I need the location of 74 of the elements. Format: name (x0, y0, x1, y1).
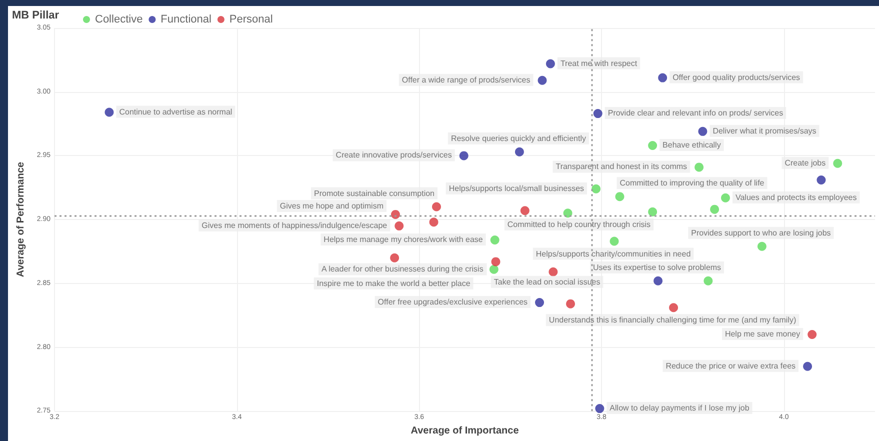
data-label: Uses its expertise to solve problems (593, 262, 722, 272)
point (710, 204, 720, 214)
data-label: Committed to improving the quality of life (620, 178, 765, 188)
data-label: Allow to delay payments if I lose my job (610, 404, 750, 413)
point (757, 242, 766, 251)
data-label: Offer good quality products/services (672, 72, 800, 82)
legend-label: Personal (229, 14, 273, 26)
point (459, 151, 468, 160)
point (429, 218, 438, 227)
data-label: Transparent and honest in its comms (556, 162, 688, 172)
data-label: Helps/supports charity/communities in need (536, 249, 691, 258)
point (566, 299, 576, 308)
data-label: Helps/supports local/small businesses (448, 184, 584, 193)
data-label: Take the lead on social issues (494, 277, 600, 286)
data-label: Create innovative prods/services (336, 150, 452, 160)
data-label: Inspire me to make the world a better place (316, 278, 471, 288)
data-label: Create jobs (784, 158, 826, 168)
data-label: Helps me manage my chores/work with ease (324, 234, 484, 244)
point (432, 202, 441, 212)
point (808, 330, 817, 339)
point (669, 303, 678, 312)
point (538, 76, 547, 85)
point (104, 108, 114, 117)
legend-label: Collective (95, 14, 143, 26)
point (394, 221, 404, 230)
point (548, 267, 558, 276)
point (595, 404, 604, 414)
point (704, 276, 713, 286)
point (648, 207, 658, 216)
data-label: Deliver what it promises/says (712, 126, 816, 136)
data-label: Treat me with respect (560, 58, 638, 68)
point (520, 206, 530, 216)
data-label: Committed to help country through crisis (507, 220, 651, 229)
data-label: Help me save money (724, 329, 800, 338)
point (694, 162, 704, 172)
point (490, 235, 500, 244)
data-label: Provide clear and relevant info on prods/ services (608, 108, 784, 118)
data-label: A leader for other businesses during the crisis (321, 264, 484, 274)
data-label: Understands this is financially challenging time for me (and my family) (548, 316, 796, 325)
point (390, 253, 400, 262)
x-axis-title: Average of Importance (410, 426, 520, 436)
data-label: Offer free upgrades/exclusive experiences (378, 298, 528, 307)
point (592, 184, 601, 194)
point (489, 264, 498, 274)
point (654, 276, 663, 286)
point (546, 59, 555, 68)
point (833, 158, 842, 168)
point (698, 126, 708, 136)
point (535, 298, 544, 308)
legend-title: MB Pillar (12, 10, 60, 22)
point (721, 193, 730, 202)
data-label: Resolve queries quickly and efficiently (450, 134, 586, 143)
point (514, 147, 524, 156)
point (390, 210, 400, 219)
point (610, 236, 619, 246)
data-label: Reduce the price or waive extra fees (666, 361, 796, 370)
point (648, 140, 658, 150)
data-label: Values and protects its employees (735, 192, 857, 202)
data-label: Continue to advertise as normal (119, 107, 232, 116)
point (615, 192, 624, 202)
data-label: Provides support to who are losing jobs (691, 228, 831, 238)
data-label: Gives me moments of happiness/indulgence/escape (202, 220, 388, 230)
data-label: Promote sustainable consumption (314, 188, 435, 198)
y-axis-title: Average of Performance (16, 162, 26, 278)
point (593, 109, 602, 118)
data-label: Offer a wide range of prods/services (402, 75, 530, 84)
point (816, 175, 826, 184)
point (658, 73, 668, 82)
data-label: Gives me hope and optimism (280, 201, 384, 210)
data-label: Behave ethically (662, 140, 721, 150)
point (491, 257, 500, 266)
point (563, 208, 572, 218)
point (803, 362, 812, 371)
legend-label: Functional (160, 14, 212, 26)
